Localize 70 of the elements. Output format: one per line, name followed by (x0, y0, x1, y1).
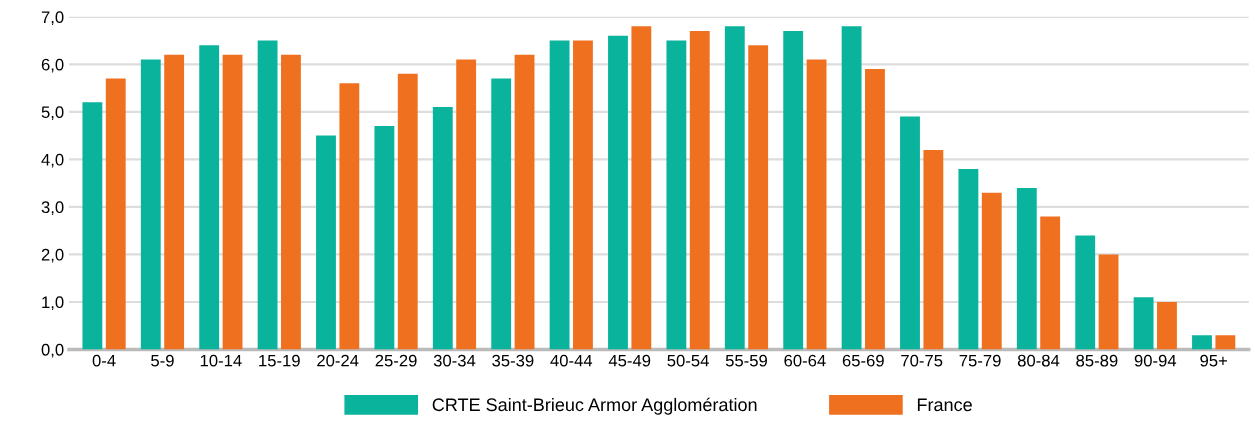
bar (865, 69, 885, 350)
bar (549, 40, 570, 350)
bar (339, 83, 360, 350)
bar (608, 35, 628, 350)
bar (1133, 297, 1154, 350)
y-tick-label: 3,0 (41, 201, 64, 216)
bar (1040, 216, 1061, 350)
bar (491, 78, 512, 350)
x-tick-label: 60-64 (784, 354, 826, 367)
x-tick-label: 65-69 (842, 354, 884, 367)
bar (783, 31, 804, 350)
bar (432, 107, 453, 350)
y-tick-label: 0,0 (41, 343, 64, 358)
bar (199, 45, 220, 350)
x-tick-label: 0-4 (92, 354, 116, 367)
x-tick-label: 30-34 (433, 354, 476, 367)
legend-label: CRTE Saint-Brieuc Armor Agglomération (432, 397, 757, 415)
bar (140, 59, 161, 350)
bar (841, 26, 862, 350)
bar (631, 26, 652, 350)
bar (748, 45, 769, 350)
bar (1016, 187, 1037, 350)
bar (1192, 335, 1212, 350)
bar (923, 149, 944, 350)
x-tick-label: 35-39 (492, 354, 534, 367)
y-tick-label: 6,0 (41, 58, 64, 73)
x-tick-label: 25-29 (375, 354, 417, 367)
legend-label: France (917, 398, 972, 412)
bar (806, 59, 827, 350)
bar (397, 73, 418, 350)
bar (689, 31, 710, 350)
bar (281, 54, 301, 350)
bar (981, 192, 1002, 350)
bar (374, 126, 395, 350)
bar (82, 102, 103, 350)
bar (1098, 254, 1119, 350)
y-tick-label: 7,0 (41, 11, 64, 26)
bar (1075, 235, 1096, 350)
y-tick-label: 2,0 (41, 248, 64, 263)
y-tick-label: 4,0 (41, 153, 64, 168)
bar (222, 54, 243, 350)
x-tick-label: 10-14 (200, 354, 242, 367)
bar (1215, 335, 1236, 350)
y-tick-label: 1,0 (42, 296, 64, 311)
bar (316, 135, 336, 350)
bar (573, 40, 593, 350)
x-tick-label: 75-79 (959, 354, 1001, 367)
x-tick-label: 15-19 (259, 354, 300, 367)
bar (514, 54, 535, 350)
x-tick-label: 85-89 (1076, 354, 1118, 367)
bar (456, 59, 477, 350)
x-tick-label: 55-59 (725, 354, 767, 367)
bar (105, 78, 126, 350)
bar (164, 54, 185, 350)
bar (724, 26, 745, 350)
x-tick-label: 90-94 (1134, 354, 1177, 367)
bar (257, 40, 278, 350)
bar (900, 116, 920, 350)
bar (666, 40, 687, 350)
x-tick-label: 5-9 (151, 354, 174, 367)
y-tick-label: 5,0 (41, 106, 64, 121)
bar (1157, 301, 1177, 350)
x-tick-label: 40-44 (550, 354, 593, 367)
x-tick-label: 45-49 (608, 354, 651, 367)
x-tick-label: 70-75 (901, 354, 943, 367)
x-tick-label: 20-24 (317, 354, 359, 367)
bar (958, 168, 979, 350)
x-tick-label: 95+ (1200, 354, 1227, 367)
x-tick-label: 80-84 (1017, 354, 1060, 367)
x-tick-label: 50-54 (667, 354, 709, 367)
